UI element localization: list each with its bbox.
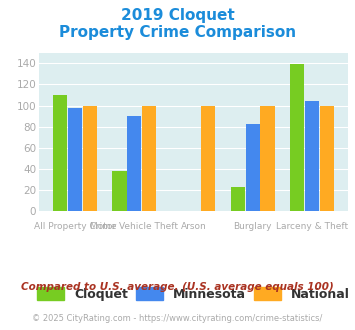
Text: Burglary: Burglary bbox=[234, 222, 272, 231]
Legend: Cloquet, Minnesota, National: Cloquet, Minnesota, National bbox=[37, 287, 350, 301]
Bar bbox=[53, 95, 67, 211]
Text: Compared to U.S. average. (U.S. average equals 100): Compared to U.S. average. (U.S. average … bbox=[21, 282, 334, 292]
Bar bbox=[112, 171, 126, 211]
Text: Arson: Arson bbox=[181, 222, 206, 231]
Bar bbox=[68, 108, 82, 211]
Bar bbox=[246, 123, 260, 211]
Text: © 2025 CityRating.com - https://www.cityrating.com/crime-statistics/: © 2025 CityRating.com - https://www.city… bbox=[32, 314, 323, 323]
Bar bbox=[142, 106, 156, 211]
Text: Motor Vehicle Theft: Motor Vehicle Theft bbox=[90, 222, 178, 231]
Bar bbox=[305, 101, 319, 211]
Text: Larceny & Theft: Larceny & Theft bbox=[276, 222, 348, 231]
Bar bbox=[261, 106, 275, 211]
Text: Property Crime Comparison: Property Crime Comparison bbox=[59, 25, 296, 40]
Bar bbox=[290, 64, 304, 211]
Text: All Property Crime: All Property Crime bbox=[34, 222, 116, 231]
Bar bbox=[320, 106, 334, 211]
Bar bbox=[127, 116, 141, 211]
Bar bbox=[231, 187, 245, 211]
Text: 2019 Cloquet: 2019 Cloquet bbox=[121, 8, 234, 23]
Bar bbox=[83, 106, 97, 211]
Bar bbox=[201, 106, 215, 211]
